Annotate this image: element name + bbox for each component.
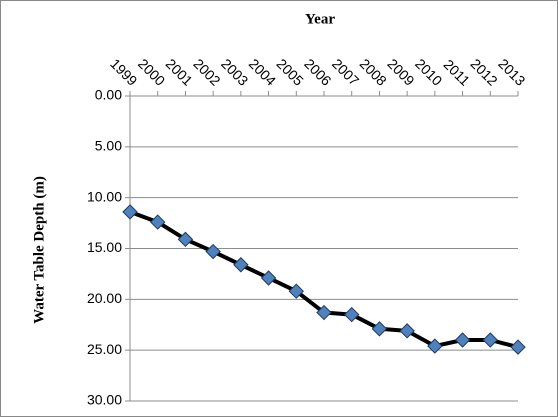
data-marker: [371, 321, 388, 337]
data-marker: [399, 323, 415, 339]
y-axis-title: Water Table Depth (m): [31, 176, 47, 324]
data-marker: [482, 332, 498, 348]
data-marker: [454, 332, 471, 348]
data-marker: [205, 243, 221, 260]
data-marker: [260, 270, 277, 286]
x-axis-title: Year: [305, 11, 335, 27]
data-marker: [344, 306, 360, 323]
y-tick-label: 30.00: [87, 392, 122, 408]
data-marker: [288, 283, 304, 299]
data-marker: [316, 304, 332, 321]
data-marker: [427, 338, 443, 354]
data-marker: [510, 339, 526, 355]
y-tick-label: 10.00: [87, 188, 122, 204]
data-marker: [233, 257, 249, 273]
data-marker: [177, 231, 194, 248]
y-tick-label: 25.00: [87, 341, 122, 357]
y-tick-label: 15.00: [87, 239, 122, 255]
y-tick-label: 20.00: [87, 290, 122, 306]
y-tick-label: 5.00: [95, 138, 122, 154]
data-marker: [122, 204, 138, 220]
data-marker: [150, 214, 166, 230]
y-tick-label: 0.00: [95, 87, 122, 103]
